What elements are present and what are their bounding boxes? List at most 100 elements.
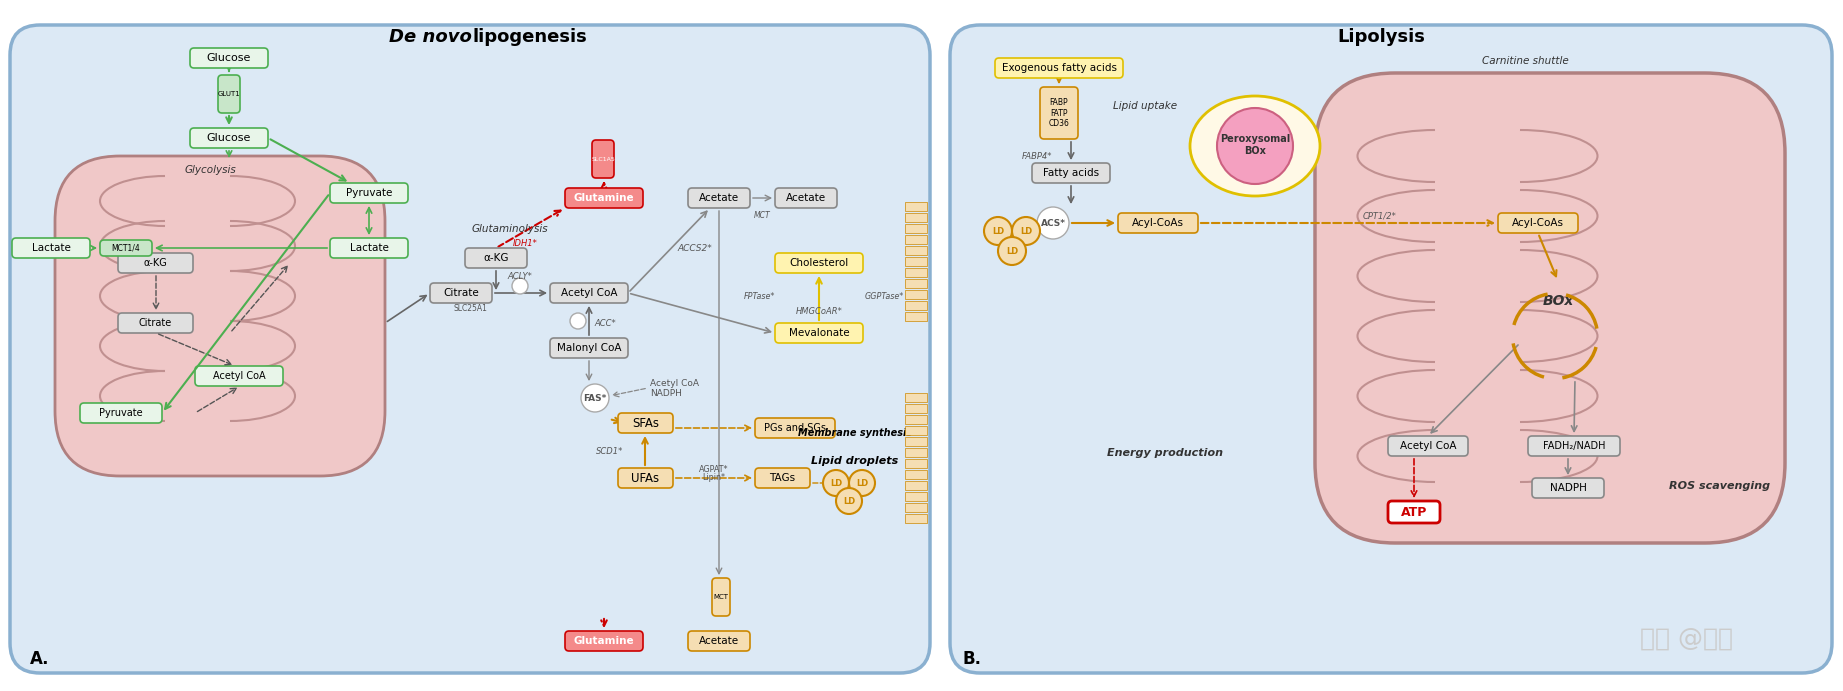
- Bar: [905, 301, 927, 310]
- Bar: [905, 514, 927, 523]
- Text: Acetate: Acetate: [785, 193, 826, 203]
- Text: CPT1/2*: CPT1/2*: [1364, 211, 1397, 220]
- Bar: [905, 202, 927, 211]
- FancyBboxPatch shape: [1119, 213, 1198, 233]
- Text: SCD1*: SCD1*: [597, 446, 623, 455]
- Bar: [905, 492, 927, 501]
- Text: Mevalonate: Mevalonate: [789, 328, 850, 338]
- FancyBboxPatch shape: [1388, 436, 1469, 456]
- FancyBboxPatch shape: [195, 366, 284, 386]
- Text: Acetate: Acetate: [698, 193, 739, 203]
- Circle shape: [824, 470, 850, 496]
- Text: Acetyl CoA: Acetyl CoA: [560, 288, 617, 298]
- Text: UFAs: UFAs: [632, 471, 660, 484]
- Bar: [905, 448, 927, 457]
- FancyBboxPatch shape: [79, 403, 162, 423]
- FancyBboxPatch shape: [949, 25, 1832, 673]
- Text: Carnitine shuttle: Carnitine shuttle: [1482, 56, 1568, 66]
- FancyBboxPatch shape: [1032, 163, 1109, 183]
- Text: De novo: De novo: [389, 28, 472, 46]
- Text: Cholesterol: Cholesterol: [789, 258, 848, 268]
- Text: Lipolysis: Lipolysis: [1336, 28, 1425, 46]
- Circle shape: [850, 470, 875, 496]
- Text: Lactate: Lactate: [31, 243, 70, 253]
- FancyBboxPatch shape: [217, 75, 240, 113]
- FancyBboxPatch shape: [566, 631, 643, 651]
- Text: FADH₂/NADH: FADH₂/NADH: [1543, 441, 1605, 451]
- Bar: [905, 437, 927, 446]
- FancyBboxPatch shape: [711, 578, 730, 616]
- Text: GLUT1: GLUT1: [217, 91, 240, 97]
- Bar: [905, 257, 927, 266]
- Text: Fatty acids: Fatty acids: [1043, 168, 1098, 178]
- FancyBboxPatch shape: [756, 468, 811, 488]
- Circle shape: [999, 237, 1027, 265]
- Text: Lipin*: Lipin*: [702, 473, 726, 482]
- FancyBboxPatch shape: [592, 140, 614, 178]
- Text: Acetate: Acetate: [698, 636, 739, 646]
- Text: FPTase*: FPTase*: [743, 292, 776, 301]
- Text: IDH1*: IDH1*: [512, 238, 538, 247]
- Text: ACLY*: ACLY*: [507, 272, 533, 281]
- FancyBboxPatch shape: [330, 238, 407, 258]
- Bar: [905, 279, 927, 288]
- Text: Glutamine: Glutamine: [573, 636, 634, 646]
- Circle shape: [1012, 217, 1039, 245]
- Text: LD: LD: [1019, 227, 1032, 236]
- Text: Glutamine: Glutamine: [573, 193, 634, 203]
- Text: ACC*: ACC*: [593, 319, 616, 328]
- Bar: [905, 213, 927, 222]
- Text: Acetyl CoA: Acetyl CoA: [1399, 441, 1456, 451]
- Text: LD: LD: [855, 478, 868, 487]
- Text: NADPH: NADPH: [1550, 483, 1587, 493]
- FancyBboxPatch shape: [55, 156, 385, 476]
- Bar: [905, 290, 927, 299]
- Bar: [905, 415, 927, 424]
- Text: Citrate: Citrate: [442, 288, 479, 298]
- Text: ROS scavenging: ROS scavenging: [1670, 481, 1771, 491]
- FancyBboxPatch shape: [617, 468, 673, 488]
- Text: Energy production: Energy production: [1108, 448, 1224, 458]
- Text: Lactate: Lactate: [350, 243, 389, 253]
- Bar: [905, 268, 927, 277]
- Text: A.: A.: [29, 650, 50, 668]
- FancyBboxPatch shape: [756, 418, 835, 438]
- FancyBboxPatch shape: [687, 631, 750, 651]
- Text: FABP4*: FABP4*: [1023, 151, 1052, 160]
- Text: Acyl-CoAs: Acyl-CoAs: [1132, 218, 1183, 228]
- Text: BOx: BOx: [1244, 146, 1266, 156]
- Bar: [905, 459, 927, 468]
- Text: MCT1/4: MCT1/4: [112, 243, 140, 252]
- Text: ATP: ATP: [1401, 506, 1426, 518]
- Text: TAGs: TAGs: [769, 473, 796, 483]
- Text: Glutaminolysis: Glutaminolysis: [472, 224, 549, 234]
- Bar: [905, 503, 927, 512]
- Text: FAS*: FAS*: [584, 393, 606, 402]
- Text: Exogenous fatty acids: Exogenous fatty acids: [1001, 63, 1117, 73]
- Text: lipogenesis: lipogenesis: [472, 28, 588, 46]
- FancyBboxPatch shape: [1528, 436, 1620, 456]
- Text: Lipid droplets: Lipid droplets: [811, 456, 899, 466]
- Text: LD: LD: [1006, 247, 1017, 256]
- Text: ACCS2*: ACCS2*: [678, 243, 713, 252]
- FancyBboxPatch shape: [13, 238, 90, 258]
- Text: Glucose: Glucose: [206, 53, 251, 63]
- FancyBboxPatch shape: [1316, 73, 1786, 543]
- FancyBboxPatch shape: [1532, 478, 1603, 498]
- Bar: [905, 246, 927, 255]
- Text: Glucose: Glucose: [206, 133, 251, 143]
- FancyBboxPatch shape: [566, 188, 643, 208]
- Bar: [905, 224, 927, 233]
- FancyBboxPatch shape: [549, 283, 628, 303]
- FancyBboxPatch shape: [687, 188, 750, 208]
- Text: B.: B.: [962, 650, 980, 668]
- Text: Glycolysis: Glycolysis: [184, 165, 236, 175]
- Text: Pyruvate: Pyruvate: [346, 188, 393, 198]
- FancyBboxPatch shape: [617, 413, 673, 433]
- Text: Peroxysomal: Peroxysomal: [1220, 134, 1290, 144]
- FancyBboxPatch shape: [190, 128, 267, 148]
- FancyBboxPatch shape: [1388, 501, 1439, 523]
- FancyBboxPatch shape: [776, 188, 837, 208]
- Bar: [905, 393, 927, 402]
- Bar: [905, 426, 927, 435]
